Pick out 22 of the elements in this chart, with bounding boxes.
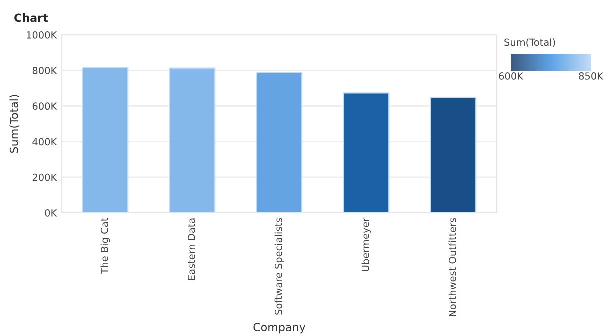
x-tick-label: The Big Cat: [100, 218, 110, 274]
x-tick-label: Eastern Data: [188, 218, 196, 280]
color-bar-label: 600K: [499, 72, 524, 80]
x-axis-title: Company: [254, 323, 306, 334]
bar: [256, 72, 303, 213]
bar: [343, 92, 390, 213]
y-tick-label: 200K: [32, 174, 58, 182]
bar: [430, 97, 477, 213]
color-bar-label: 850K: [579, 72, 604, 80]
y-tick-label: 1000K: [27, 31, 58, 39]
y-axis-title: Sum(Total): [10, 95, 20, 154]
y-tick-label: 0K: [45, 209, 58, 217]
x-tick-label: Software Specialists: [274, 218, 284, 315]
x-tick-label: Northwest Outfitters: [448, 218, 456, 316]
bar: [169, 68, 216, 213]
chart-title: Chart: [14, 14, 48, 22]
bar: [82, 67, 129, 213]
y-tick-label: 600K: [32, 102, 58, 110]
y-tick-label: 800K: [32, 67, 58, 74]
color-bar-title: Sum(Total): [504, 38, 556, 48]
x-tick-label: Ubermeyer: [362, 218, 372, 272]
y-tick-label: 400K: [32, 138, 58, 146]
